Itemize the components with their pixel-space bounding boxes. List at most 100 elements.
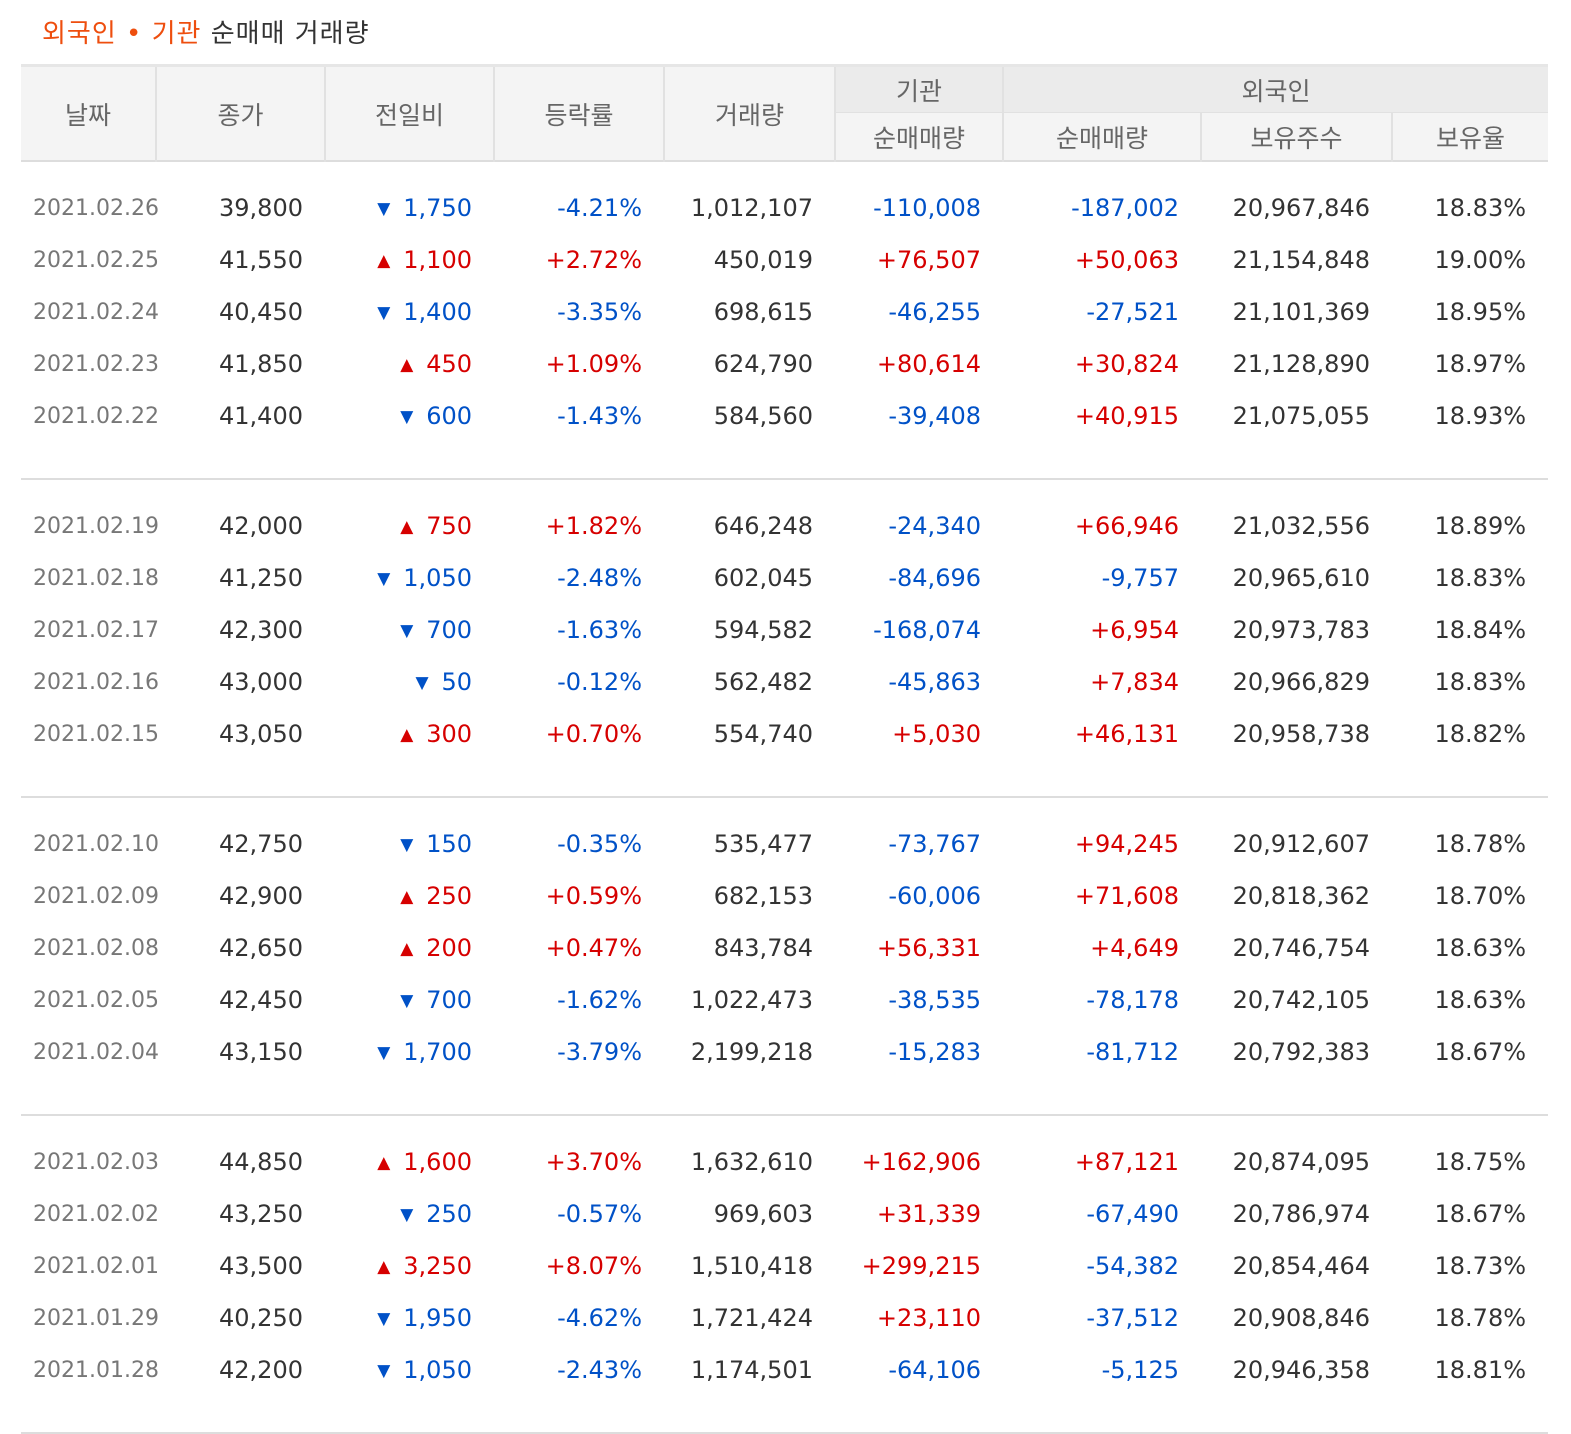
change-cell: ▼ 1,950 bbox=[325, 1292, 494, 1344]
change-cell: ▼ 1,700 bbox=[325, 1026, 494, 1078]
group-spacer bbox=[21, 479, 1548, 500]
holdings-cell: 20,946,358 bbox=[1232, 1356, 1370, 1384]
change-cell: ▼ 1,050 bbox=[325, 552, 494, 604]
date-cell: 2021.02.18 bbox=[33, 565, 159, 591]
triangle-down-icon: ▼ bbox=[377, 1043, 391, 1063]
holdings-cell: 20,786,974 bbox=[1232, 1200, 1370, 1228]
header-institution: 기관 bbox=[834, 65, 1003, 113]
holdings-cell: 20,908,846 bbox=[1232, 1304, 1370, 1332]
header-foreign-net: 순매매량 bbox=[1002, 112, 1201, 161]
foreign-net-cell: +46,131 bbox=[1074, 720, 1179, 748]
change-cell: ▼ 700 bbox=[325, 974, 494, 1026]
triangle-up-icon: ▲ bbox=[377, 1153, 391, 1173]
date-cell: 2021.02.04 bbox=[33, 1039, 159, 1065]
inst-net-cell: -45,863 bbox=[888, 668, 981, 696]
table-row: 2021.02.25 41,550 ▲ 1,100 +2.72% 450,019 +76,5… bbox=[21, 234, 1548, 286]
group-divider bbox=[21, 442, 1549, 480]
spacer-cell bbox=[21, 161, 1548, 182]
inst-net-cell: -110,008 bbox=[873, 194, 981, 222]
change-value: 50 bbox=[441, 668, 472, 696]
inst-net-cell: -73,767 bbox=[888, 830, 981, 858]
header-date: 날짜 bbox=[21, 65, 156, 161]
date-cell: 2021.02.08 bbox=[33, 935, 159, 961]
close-cell: 42,300 bbox=[219, 616, 303, 644]
inst-net-cell: +56,331 bbox=[876, 934, 981, 962]
table-header: 날짜 종가 전일비 등락률 거래량 기관 외국인 순매매량 순매매량 보유주수 … bbox=[21, 65, 1549, 161]
volume-cell: 969,603 bbox=[713, 1200, 813, 1228]
ratio-cell: 18.63% bbox=[1434, 986, 1527, 1014]
date-cell: 2021.02.23 bbox=[33, 351, 159, 377]
holdings-cell: 21,075,055 bbox=[1232, 402, 1370, 430]
header-close: 종가 bbox=[155, 65, 325, 161]
rate-cell: -0.35% bbox=[557, 830, 642, 858]
holdings-cell: 20,973,783 bbox=[1232, 616, 1370, 644]
date-cell: 2021.02.02 bbox=[33, 1201, 159, 1227]
volume-cell: 698,615 bbox=[713, 298, 813, 326]
table-row: 2021.02.05 42,450 ▼ 700 -1.62% 1,022,473 -38,5… bbox=[21, 974, 1548, 1026]
date-cell: 2021.02.09 bbox=[33, 883, 159, 909]
change-cell: ▲ 250 bbox=[325, 870, 494, 922]
header-ratio: 보유율 bbox=[1390, 112, 1549, 161]
close-cell: 40,250 bbox=[219, 1304, 303, 1332]
change-cell: ▲ 450 bbox=[325, 338, 494, 390]
volume-cell: 1,012,107 bbox=[690, 194, 813, 222]
rate-cell: -0.12% bbox=[557, 668, 642, 696]
change-value: 700 bbox=[426, 616, 472, 644]
volume-cell: 2,199,218 bbox=[690, 1038, 813, 1066]
inst-net-cell: +162,906 bbox=[861, 1148, 981, 1176]
change-cell: ▲ 1,600 bbox=[325, 1136, 494, 1188]
table-row: 2021.02.15 43,050 ▲ 300 +0.70% 554,740 +5,030 +… bbox=[21, 708, 1548, 760]
volume-cell: 554,740 bbox=[713, 720, 813, 748]
inst-net-cell: +5,030 bbox=[892, 720, 981, 748]
change-value: 1,750 bbox=[403, 194, 472, 222]
foreign-net-cell: +50,063 bbox=[1074, 246, 1179, 274]
foreign-net-cell: +30,824 bbox=[1074, 350, 1179, 378]
table-row: 2021.02.24 40,450 ▼ 1,400 -3.35% 698,615 -46,2… bbox=[21, 286, 1548, 338]
rate-cell: -3.35% bbox=[557, 298, 642, 326]
volume-cell: 594,582 bbox=[713, 616, 813, 644]
divider-line bbox=[21, 1078, 1549, 1116]
inst-net-cell: -38,535 bbox=[888, 986, 981, 1014]
table-row: 2021.01.28 42,200 ▼ 1,050 -2.43% 1,174,501 -64… bbox=[21, 1344, 1548, 1396]
close-cell: 43,500 bbox=[219, 1252, 303, 1280]
change-value: 250 bbox=[426, 1200, 472, 1228]
change-value: 450 bbox=[426, 350, 472, 378]
date-cell: 2021.02.05 bbox=[33, 987, 159, 1013]
title-highlight: 외국인 • 기관 bbox=[42, 19, 202, 49]
header-holdings: 보유주수 bbox=[1200, 112, 1392, 161]
rate-cell: -1.63% bbox=[557, 616, 642, 644]
table-row: 2021.02.22 41,400 ▼ 600 -1.43% 584,560 -39,408… bbox=[21, 390, 1548, 442]
header-volume: 거래량 bbox=[663, 65, 835, 161]
close-cell: 43,050 bbox=[219, 720, 303, 748]
change-value: 700 bbox=[426, 986, 472, 1014]
header-rate: 등락률 bbox=[493, 65, 664, 161]
change-value: 1,050 bbox=[403, 564, 472, 592]
volume-cell: 843,784 bbox=[713, 934, 813, 962]
holdings-cell: 20,874,095 bbox=[1232, 1148, 1370, 1176]
close-cell: 42,450 bbox=[219, 986, 303, 1014]
change-value: 750 bbox=[426, 512, 472, 540]
table-row: 2021.02.18 41,250 ▼ 1,050 -2.48% 602,045 -84,6… bbox=[21, 552, 1548, 604]
rate-cell: -1.62% bbox=[557, 986, 642, 1014]
group-divider bbox=[21, 760, 1549, 798]
holdings-cell: 21,101,369 bbox=[1232, 298, 1370, 326]
triangle-down-icon: ▼ bbox=[377, 1309, 391, 1329]
spacer-cell bbox=[21, 1115, 1548, 1136]
change-cell: ▼ 150 bbox=[325, 818, 494, 870]
ratio-cell: 18.97% bbox=[1434, 350, 1527, 378]
ratio-cell: 18.83% bbox=[1434, 194, 1527, 222]
volume-cell: 450,019 bbox=[713, 246, 813, 274]
inst-net-cell: -64,106 bbox=[888, 1356, 981, 1384]
inst-net-cell: -46,255 bbox=[888, 298, 981, 326]
inst-net-cell: +80,614 bbox=[876, 350, 981, 378]
group-spacer bbox=[21, 1115, 1548, 1136]
close-cell: 42,900 bbox=[219, 882, 303, 910]
close-cell: 41,250 bbox=[219, 564, 303, 592]
rate-cell: +0.47% bbox=[545, 934, 642, 962]
rate-cell: -2.48% bbox=[557, 564, 642, 592]
triangle-down-icon: ▼ bbox=[377, 569, 391, 589]
change-cell: ▼ 1,050 bbox=[325, 1344, 494, 1396]
foreign-net-cell: +4,649 bbox=[1090, 934, 1179, 962]
ratio-cell: 18.78% bbox=[1434, 830, 1527, 858]
close-cell: 44,850 bbox=[219, 1148, 303, 1176]
